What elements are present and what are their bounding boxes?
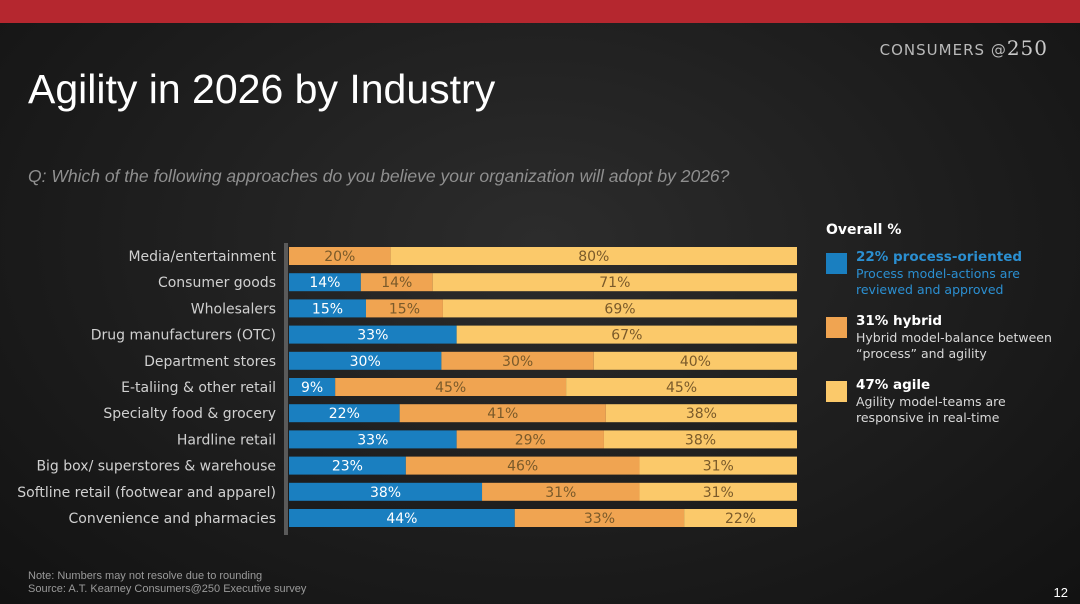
brand-number: 250 xyxy=(1007,36,1048,60)
brand-at: @ xyxy=(991,41,1007,59)
data-label-hybrid: 31% xyxy=(545,485,576,501)
legend-head-hybrid: 31% hybrid xyxy=(856,313,1066,330)
legend-item-agile: 47% agile Agility model-teams are respon… xyxy=(826,377,1066,426)
category-label: Drug manufacturers (OTC) xyxy=(91,328,276,344)
footnote: Note: Numbers may not resolve due to rou… xyxy=(28,570,306,596)
data-label-agile: 22% xyxy=(725,511,756,527)
data-label-agile: 31% xyxy=(703,485,734,501)
data-label-agile: 31% xyxy=(703,459,734,475)
data-label-process-oriented: 33% xyxy=(357,328,388,344)
data-label-agile: 45% xyxy=(666,380,697,396)
legend-item-process: 22% process-oriented Process model-actio… xyxy=(826,249,1066,298)
data-label-hybrid: 46% xyxy=(507,459,538,475)
data-label-agile: 40% xyxy=(680,354,711,370)
data-label-agile: 38% xyxy=(685,432,716,448)
brand-text: CONSUMERS xyxy=(880,41,985,59)
data-label-process-oriented: 33% xyxy=(357,432,388,448)
data-label-process-oriented: 14% xyxy=(309,275,340,291)
data-label-hybrid: 14% xyxy=(381,275,412,291)
brand-logo: CONSUMERS @250 xyxy=(880,36,1048,60)
page-number: 12 xyxy=(1054,585,1068,600)
data-label-process-oriented: 15% xyxy=(312,301,343,317)
data-label-hybrid: 20% xyxy=(324,249,355,265)
data-label-hybrid: 15% xyxy=(389,301,420,317)
top-accent-bar xyxy=(0,0,1080,23)
legend-item-hybrid: 31% hybrid Hybrid model-balance between … xyxy=(826,313,1066,362)
legend-swatch-agile xyxy=(826,381,847,402)
data-label-agile: 80% xyxy=(578,249,609,265)
legend-desc-process: Process model-actions are reviewed and a… xyxy=(856,266,1066,298)
data-label-hybrid: 33% xyxy=(584,511,615,527)
data-label-hybrid: 30% xyxy=(502,354,533,370)
category-label: Hardline retail xyxy=(177,432,276,448)
note-text: Note: Numbers may not resolve due to rou… xyxy=(28,570,306,583)
category-label: Convenience and pharmacies xyxy=(69,511,276,527)
category-label: Consumer goods xyxy=(158,275,276,291)
legend-title: Overall % xyxy=(826,222,1066,238)
legend-head-agile: 47% agile xyxy=(856,377,1066,394)
legend-swatch-process xyxy=(826,253,847,274)
data-label-process-oriented: 23% xyxy=(332,459,363,475)
data-label-hybrid: 29% xyxy=(515,432,546,448)
category-label: E-taliing & other retail xyxy=(121,380,276,396)
data-label-process-oriented: 44% xyxy=(386,511,417,527)
stacked-bar-chart: Media/entertainment 20% 80% Consumer goods 1… xyxy=(0,240,810,535)
data-label-agile: 67% xyxy=(611,328,642,344)
category-label: Department stores xyxy=(144,354,276,370)
data-label-process-oriented: 30% xyxy=(350,354,381,370)
legend: Overall % 22% process-oriented Process m… xyxy=(826,222,1066,441)
survey-question: Q: Which of the following approaches do … xyxy=(28,166,729,187)
category-label: Specialty food & grocery xyxy=(103,406,276,422)
legend-desc-hybrid: Hybrid model-balance between “process” a… xyxy=(856,330,1066,362)
chart-axis-line xyxy=(284,243,288,535)
legend-swatch-hybrid xyxy=(826,317,847,338)
data-label-process-oriented: 22% xyxy=(329,406,360,422)
page-title: Agility in 2026 by Industry xyxy=(28,66,495,113)
source-text: Source: A.T. Kearney Consumers@250 Execu… xyxy=(28,583,306,596)
category-label: Softline retail (footwear and apparel) xyxy=(17,485,276,501)
data-label-hybrid: 41% xyxy=(487,406,518,422)
data-label-process-oriented: 38% xyxy=(370,485,401,501)
category-label: Media/entertainment xyxy=(128,249,276,265)
legend-head-process: 22% process-oriented xyxy=(856,249,1066,266)
data-label-agile: 69% xyxy=(604,301,635,317)
data-label-agile: 38% xyxy=(686,406,717,422)
category-label: Big box/ superstores & warehouse xyxy=(36,459,276,475)
data-label-agile: 71% xyxy=(599,275,630,291)
data-label-process-oriented: 9% xyxy=(301,380,323,396)
category-label: Wholesalers xyxy=(191,301,276,317)
data-label-hybrid: 45% xyxy=(435,380,466,396)
legend-desc-agile: Agility model-teams are responsive in re… xyxy=(856,394,1066,426)
